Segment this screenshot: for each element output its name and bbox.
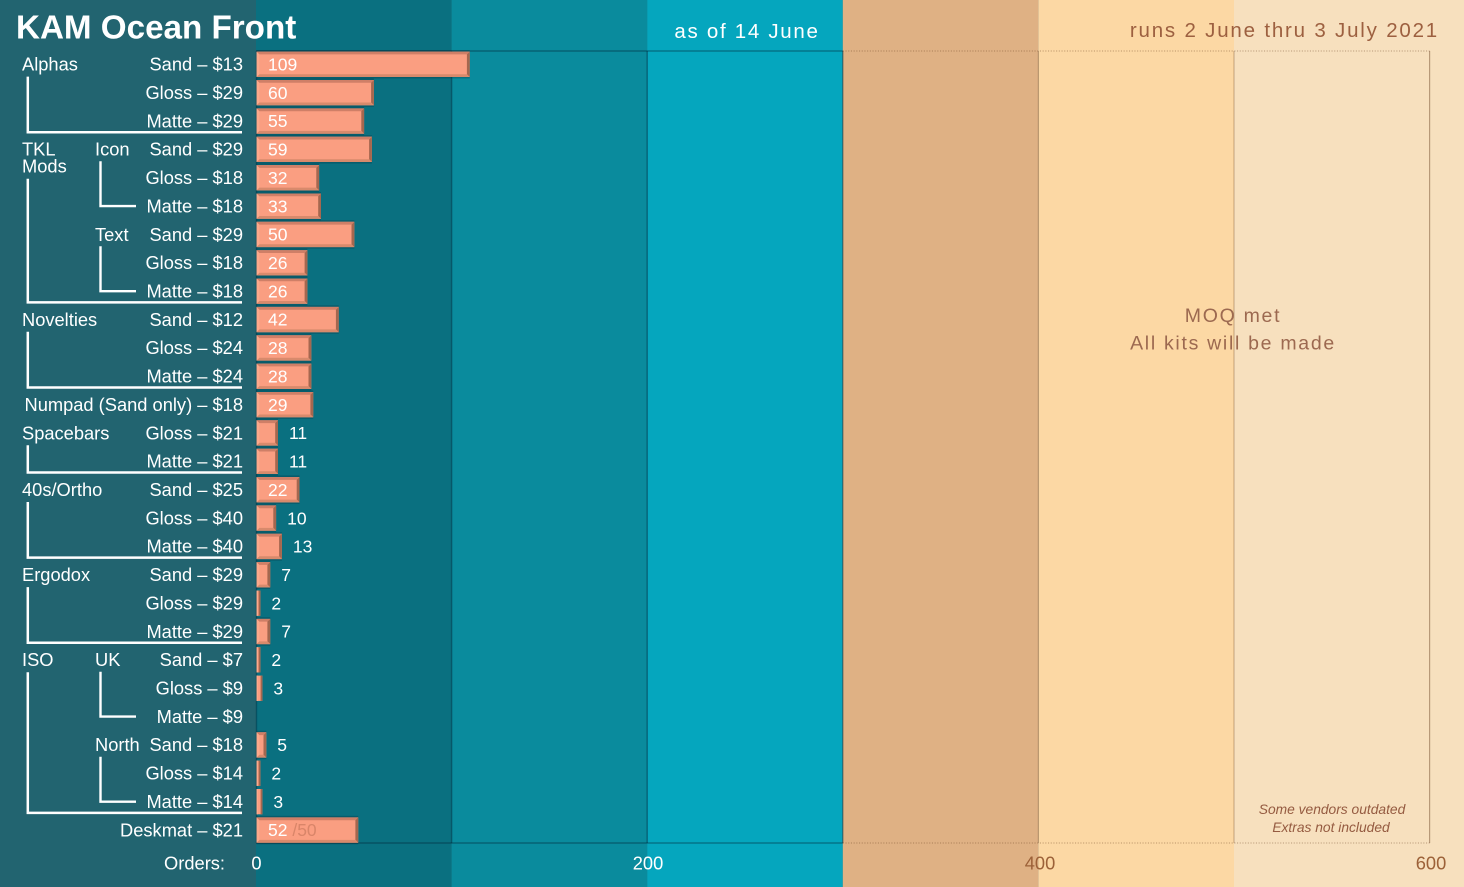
svg-text:Text: Text xyxy=(95,224,129,245)
svg-text:28: 28 xyxy=(268,367,287,387)
svg-text:Matte – $14: Matte – $14 xyxy=(146,791,243,812)
svg-text:Matte – $18: Matte – $18 xyxy=(146,195,243,216)
svg-text:Matte – $29: Matte – $29 xyxy=(146,110,243,131)
svg-text:13: 13 xyxy=(293,537,312,557)
svg-text:Gloss – $40: Gloss – $40 xyxy=(145,507,243,528)
svg-text:Sand – $29: Sand – $29 xyxy=(149,224,243,245)
svg-text:10: 10 xyxy=(287,508,307,528)
svg-text:Sand – $18: Sand – $18 xyxy=(149,734,243,755)
svg-text:Deskmat – $21: Deskmat – $21 xyxy=(120,819,243,840)
svg-text:42: 42 xyxy=(268,310,287,330)
svg-text:26: 26 xyxy=(268,281,287,301)
svg-text:400: 400 xyxy=(1025,853,1056,874)
svg-text:Mods: Mods xyxy=(22,156,67,177)
svg-text:Sand – $12: Sand – $12 xyxy=(149,309,243,330)
svg-text:Some vendors outdated: Some vendors outdated xyxy=(1259,802,1407,817)
svg-text:Extras not included: Extras not included xyxy=(1272,820,1391,835)
svg-text:North: North xyxy=(95,734,140,755)
svg-text:26: 26 xyxy=(268,253,287,273)
svg-text:TKL: TKL xyxy=(22,139,56,160)
svg-text:Novelties: Novelties xyxy=(22,309,97,330)
svg-text:Gloss – $21: Gloss – $21 xyxy=(145,422,243,443)
svg-text:runs 2 June thru 3 July 2021: runs 2 June thru 3 July 2021 xyxy=(1130,19,1439,42)
svg-text:Sand – $13: Sand – $13 xyxy=(149,54,243,75)
svg-text:22: 22 xyxy=(268,480,287,500)
svg-text:200: 200 xyxy=(633,853,664,874)
svg-text:MOQ met: MOQ met xyxy=(1185,305,1281,327)
svg-text:Matte – $9: Matte – $9 xyxy=(157,706,243,727)
svg-text:11: 11 xyxy=(289,452,307,472)
svg-text:60: 60 xyxy=(268,83,288,103)
svg-text:Sand – $29: Sand – $29 xyxy=(149,139,243,160)
svg-text:Numpad (Sand only) – $18: Numpad (Sand only) – $18 xyxy=(25,394,244,415)
svg-text:3: 3 xyxy=(273,792,283,812)
svg-text:40s/Ortho: 40s/Ortho xyxy=(22,479,102,500)
svg-text:Gloss – $9: Gloss – $9 xyxy=(156,678,243,699)
svg-text:2: 2 xyxy=(271,764,281,784)
svg-text:Gloss – $18: Gloss – $18 xyxy=(145,167,243,188)
svg-text:Orders:: Orders: xyxy=(164,853,225,874)
svg-text:All kits will be made: All kits will be made xyxy=(1130,333,1336,355)
svg-text:28: 28 xyxy=(268,338,287,358)
svg-text:33: 33 xyxy=(268,196,287,216)
svg-text:Gloss – $14: Gloss – $14 xyxy=(145,763,243,784)
svg-text:32: 32 xyxy=(268,168,287,188)
svg-text:7: 7 xyxy=(281,622,291,642)
svg-text:29: 29 xyxy=(268,395,287,415)
svg-text:109: 109 xyxy=(268,55,297,75)
svg-text:55: 55 xyxy=(268,111,287,131)
svg-text:50: 50 xyxy=(268,225,288,245)
svg-text:52 /50: 52 /50 xyxy=(268,820,317,840)
svg-text:Alphas: Alphas xyxy=(22,54,78,75)
svg-text:11: 11 xyxy=(289,423,307,443)
svg-text:Sand – $7: Sand – $7 xyxy=(160,649,243,670)
svg-text:Sand – $29: Sand – $29 xyxy=(149,564,243,585)
svg-text:Spacebars: Spacebars xyxy=(22,422,109,443)
svg-text:0: 0 xyxy=(251,853,261,874)
svg-text:3: 3 xyxy=(273,678,283,698)
svg-text:Gloss – $29: Gloss – $29 xyxy=(145,82,243,103)
svg-text:Matte – $18: Matte – $18 xyxy=(146,281,243,302)
svg-text:2: 2 xyxy=(271,593,281,613)
svg-text:600: 600 xyxy=(1416,853,1447,874)
svg-text:Gloss – $18: Gloss – $18 xyxy=(145,252,243,273)
svg-text:UK: UK xyxy=(95,649,120,670)
svg-text:5: 5 xyxy=(277,735,287,755)
svg-text:7: 7 xyxy=(281,565,291,585)
svg-text:2: 2 xyxy=(271,650,281,670)
svg-text:Matte – $40: Matte – $40 xyxy=(146,536,243,557)
svg-text:Gloss – $24: Gloss – $24 xyxy=(145,337,243,358)
svg-text:Icon: Icon xyxy=(95,139,130,160)
svg-text:Gloss – $29: Gloss – $29 xyxy=(145,592,243,613)
svg-text:Matte – $29: Matte – $29 xyxy=(146,621,243,642)
svg-text:59: 59 xyxy=(268,140,287,160)
svg-text:Ergodox: Ergodox xyxy=(22,564,90,585)
svg-text:Matte – $24: Matte – $24 xyxy=(146,366,243,387)
svg-text:Matte – $21: Matte – $21 xyxy=(146,451,243,472)
svg-text:Sand – $25: Sand – $25 xyxy=(149,479,243,500)
svg-text:as of 14 June: as of 14 June xyxy=(674,20,819,43)
svg-text:ISO: ISO xyxy=(22,649,54,670)
svg-text:KAM Ocean Front: KAM Ocean Front xyxy=(16,10,296,47)
